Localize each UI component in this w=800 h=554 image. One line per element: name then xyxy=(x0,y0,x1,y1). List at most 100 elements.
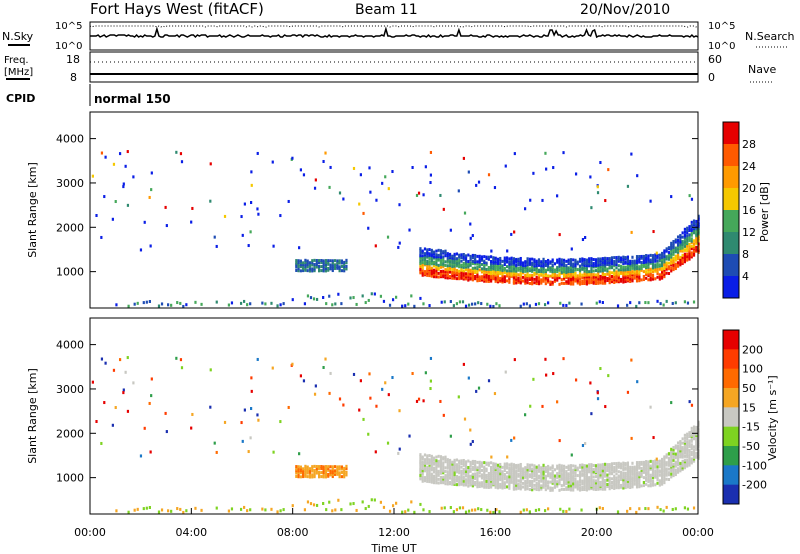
velocity-cell xyxy=(460,477,463,481)
velocity-cell xyxy=(601,469,604,473)
velocity-cell xyxy=(444,474,447,478)
power-cell xyxy=(469,254,472,258)
power-cell xyxy=(496,272,500,276)
velocity-cell xyxy=(581,479,584,483)
velocity-cell xyxy=(690,403,694,407)
velocity-cell xyxy=(291,504,294,508)
power-cell xyxy=(537,268,541,272)
power-cell xyxy=(336,263,339,267)
velocity-cell xyxy=(435,475,438,479)
power-cell xyxy=(622,265,625,269)
freq-panel-traces xyxy=(90,61,698,75)
velocity-cell xyxy=(608,463,611,467)
velocity-cell xyxy=(382,505,386,509)
power-cell xyxy=(585,275,588,279)
power-cell xyxy=(401,304,404,308)
power-cell xyxy=(590,263,593,267)
velocity-cell xyxy=(408,434,411,438)
velocity-cell xyxy=(485,475,488,479)
velocity-cell xyxy=(401,510,404,514)
x-tick-label: 16:00 xyxy=(479,526,511,539)
power-cell xyxy=(572,279,575,283)
power-cell xyxy=(485,269,488,273)
velocity-cell xyxy=(227,509,231,513)
power-cell xyxy=(474,266,477,270)
velocity-cell xyxy=(492,475,495,479)
power-cell xyxy=(478,257,481,261)
velocity-cell xyxy=(686,444,689,448)
velocity-cell xyxy=(313,473,316,477)
velocity-cell xyxy=(490,475,493,479)
velocity-cell xyxy=(642,480,645,484)
velocity-cell xyxy=(695,430,698,434)
velocity-cell xyxy=(533,474,536,478)
velocity-cell xyxy=(674,471,677,475)
power-cell xyxy=(297,261,300,265)
power-cell xyxy=(455,259,459,263)
velocity-cell xyxy=(471,459,474,463)
velocity-cell xyxy=(690,426,693,430)
power-cell xyxy=(562,268,566,272)
power-cell xyxy=(667,271,671,275)
velocity-cell xyxy=(560,472,563,476)
velocity-cell xyxy=(462,475,465,479)
power-cell xyxy=(320,259,323,263)
power-cell xyxy=(442,262,445,266)
velocity-cell xyxy=(490,469,493,473)
power-cell xyxy=(499,261,502,265)
power-cell xyxy=(477,180,481,184)
power-cell xyxy=(338,269,341,273)
velocity-cell xyxy=(597,481,600,485)
velocity-cell xyxy=(215,450,218,454)
velocity-cell xyxy=(243,505,246,509)
velocity-cell xyxy=(415,399,419,403)
velocity-cell xyxy=(663,462,666,466)
velocity-cell xyxy=(327,472,330,476)
power-cell xyxy=(331,261,334,265)
velocity-cell xyxy=(585,470,588,474)
velocity-cell xyxy=(617,478,620,482)
power-cell xyxy=(279,214,282,218)
power-cell xyxy=(661,276,664,280)
velocity-cell xyxy=(271,366,274,370)
velocity-cell xyxy=(665,505,668,509)
velocity-cell xyxy=(352,502,355,506)
velocity-cell xyxy=(565,476,568,480)
velocity-cell xyxy=(464,467,468,471)
velocity-cell xyxy=(455,477,459,481)
velocity-cell xyxy=(674,456,677,460)
velocity-cell xyxy=(451,462,454,466)
power-cell xyxy=(670,247,673,251)
velocity-cell xyxy=(430,459,433,463)
velocity-cell xyxy=(679,451,682,455)
power-cell xyxy=(464,275,468,279)
power-cell xyxy=(654,253,657,257)
power-cell xyxy=(361,294,364,298)
power-cell xyxy=(661,254,664,258)
velocity-cell xyxy=(661,457,664,461)
velocity-cell xyxy=(340,467,343,471)
velocity-cell xyxy=(663,474,666,478)
power-cell xyxy=(635,255,639,259)
power-cell xyxy=(645,256,648,260)
velocity-cell xyxy=(588,483,591,487)
power-cell xyxy=(501,274,504,278)
power-cell xyxy=(337,292,340,296)
power-cell xyxy=(485,255,488,259)
power-cell xyxy=(676,252,680,256)
velocity-cell xyxy=(658,473,661,477)
velocity-cell xyxy=(423,468,427,472)
velocity-cell xyxy=(633,477,636,481)
power-cell xyxy=(308,261,312,265)
power-cell xyxy=(647,278,650,282)
velocity-cell xyxy=(483,469,486,473)
velocity-cell xyxy=(381,387,384,391)
power-cell xyxy=(469,274,472,278)
velocity-cell xyxy=(442,477,445,481)
power-cell xyxy=(667,246,671,250)
velocity-cell xyxy=(583,484,586,488)
power-cell xyxy=(309,296,313,300)
velocity-cell xyxy=(428,475,431,479)
power-cell xyxy=(576,281,579,285)
power-cell xyxy=(679,249,682,253)
